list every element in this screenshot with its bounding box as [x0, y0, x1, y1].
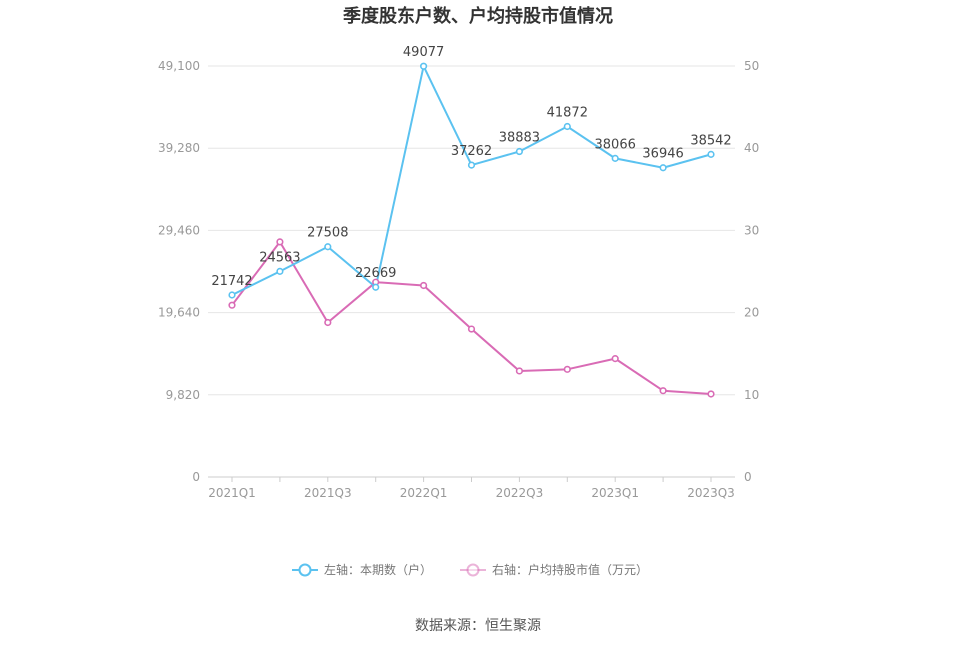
data-point-left [228, 291, 236, 299]
left-tick-label: 0 [192, 470, 200, 484]
legend-swatch-marker [466, 563, 480, 577]
left-axis: 0 9,820 19,640 29,460 39,280 49,100 [158, 59, 200, 484]
left-tick-label: 29,460 [158, 223, 200, 237]
x-tick-label: 2021Q3 [304, 486, 352, 500]
grid [208, 65, 735, 478]
data-label: 38883 [499, 131, 540, 146]
data-label: 38066 [595, 137, 636, 152]
data-point-left [276, 267, 284, 275]
data-point-right [611, 355, 619, 363]
data-point-right [324, 318, 332, 327]
right-axis: 0 10 20 30 40 50 [744, 59, 759, 484]
right-tick-label: 0 [744, 470, 752, 484]
data-label: 21742 [211, 274, 252, 289]
data-point-right [563, 365, 571, 373]
data-label: 24563 [259, 250, 300, 265]
data-label: 49077 [403, 45, 444, 60]
data-point-left [420, 62, 428, 70]
legend-label: 左轴：本期数（户） [324, 562, 432, 577]
series-line-right [231, 240, 712, 395]
chart-title: 季度股东户数、户均持股市值情况 [343, 5, 613, 27]
x-tick-label: 2022Q3 [496, 486, 544, 500]
left-tick-label: 9,820 [166, 388, 200, 402]
data-point-right [659, 387, 667, 395]
data-point-right [420, 281, 428, 290]
left-tick-label: 49,100 [158, 59, 200, 73]
data-label: 41872 [547, 106, 588, 121]
x-axis: 2021Q1 2021Q3 2022Q1 2022Q3 2023Q1 2023Q3 [208, 477, 735, 500]
data-point-right [467, 325, 476, 333]
data-label: 22669 [355, 266, 396, 281]
right-tick-label: 30 [744, 223, 759, 237]
legend-label: 右轴：户均持股市值（万元） [492, 562, 648, 577]
series-line-left [231, 65, 712, 296]
data-point-left [611, 154, 619, 162]
legend: 左轴：本期数（户） 右轴：户均持股市值（万元） [292, 562, 648, 577]
data-point-left [324, 243, 332, 251]
data-label: 27508 [307, 226, 348, 241]
data-point-left [515, 147, 524, 156]
right-tick-label: 10 [744, 388, 759, 402]
right-tick-label: 40 [744, 141, 759, 155]
data-point-left [467, 161, 476, 169]
data-point-left [563, 122, 571, 131]
left-tick-label: 39,280 [158, 141, 200, 155]
data-point-right [228, 301, 236, 309]
data-point-left [707, 150, 715, 158]
data-label: 36946 [642, 147, 683, 162]
x-tick-label: 2023Q1 [591, 486, 639, 500]
data-label: 37262 [451, 144, 492, 159]
x-tick-label: 2023Q3 [687, 486, 735, 500]
data-point-left [372, 283, 380, 291]
left-tick-label: 19,640 [158, 306, 200, 320]
right-tick-label: 20 [744, 306, 759, 320]
data-label: 38542 [690, 133, 731, 148]
data-point-right [707, 390, 715, 398]
data-point-right [515, 367, 524, 375]
series-points [228, 62, 715, 398]
x-tick-label: 2022Q1 [400, 486, 448, 500]
x-tick-label: 2021Q1 [208, 486, 256, 500]
right-tick-label: 50 [744, 59, 759, 73]
data-labels: 21742 24563 27508 22669 49077 37262 38883 41872… [211, 45, 731, 289]
data-point-left [659, 164, 667, 172]
legend-swatch-marker [298, 563, 312, 577]
data-point-right [276, 238, 284, 246]
source-note: 数据来源：恒生聚源 [415, 618, 541, 634]
